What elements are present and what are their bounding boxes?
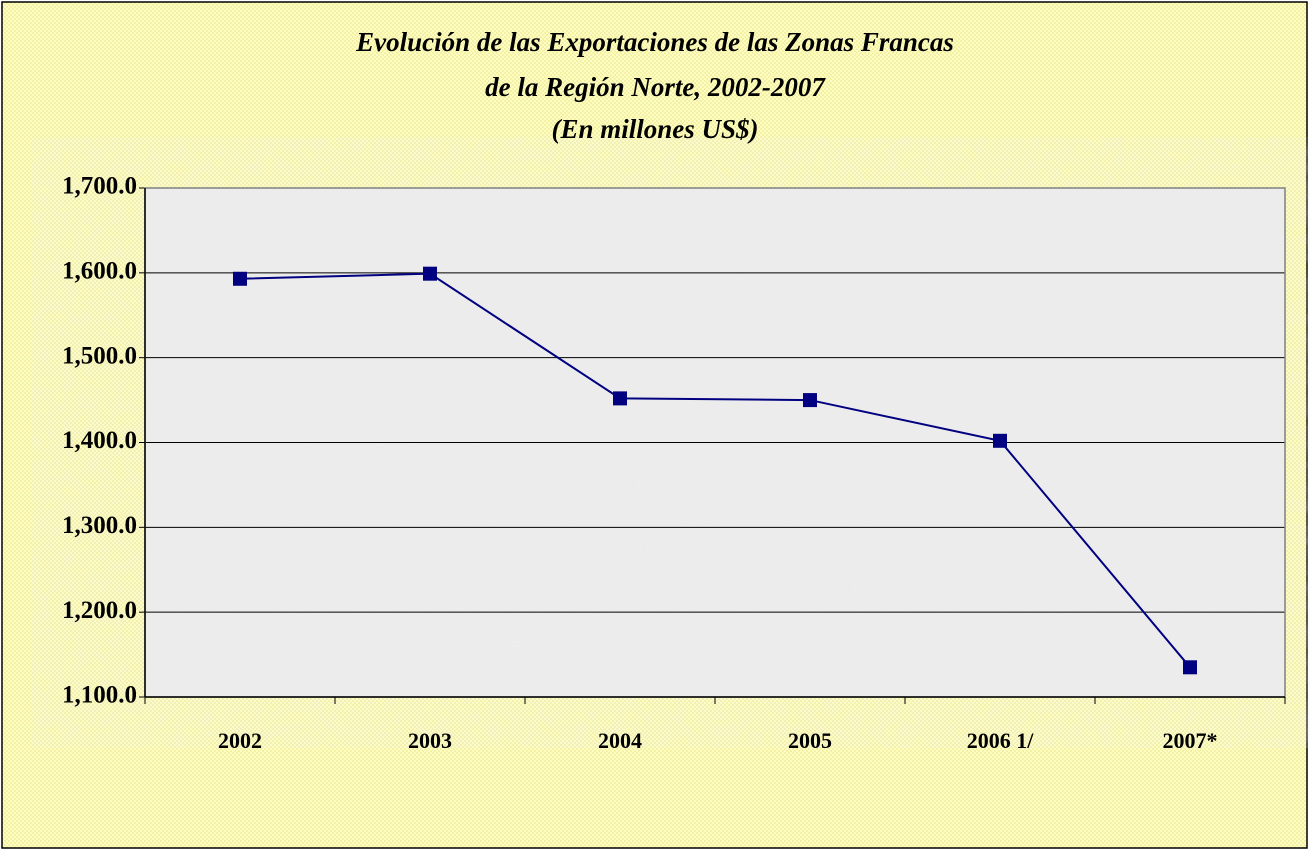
chart-title: de la Región Norte, 2002-2007 (485, 72, 826, 102)
x-tick-label: 2005 (788, 728, 832, 753)
y-tick-label: 1,400.0 (62, 427, 137, 454)
marker (1183, 660, 1197, 675)
y-tick-label: 1,700.0 (62, 173, 137, 200)
x-tick-label: 2004 (598, 728, 642, 753)
x-tick-label: 2006 1/ (967, 728, 1035, 753)
marker (233, 271, 247, 286)
chart-title: Evolución de las Exportaciones de las Zo… (355, 27, 954, 57)
marker (803, 393, 817, 408)
y-tick-label: 1,200.0 (62, 597, 137, 624)
line-series (239, 272, 1191, 668)
x-tick-label: 2002 (218, 728, 262, 753)
x-tick-label: 2003 (408, 728, 452, 753)
x-tick-label: 2007* (1163, 728, 1218, 753)
marker (613, 391, 627, 406)
y-tick-label: 1,600.0 (62, 258, 137, 285)
y-tick-label: 1,100.0 (62, 682, 137, 709)
chart-subtitle: (En millones US$) (551, 114, 758, 144)
y-tick-label: 1,300.0 (62, 512, 137, 539)
marker (993, 433, 1007, 448)
marker (423, 266, 437, 281)
y-tick-label: 1,500.0 (62, 342, 137, 369)
